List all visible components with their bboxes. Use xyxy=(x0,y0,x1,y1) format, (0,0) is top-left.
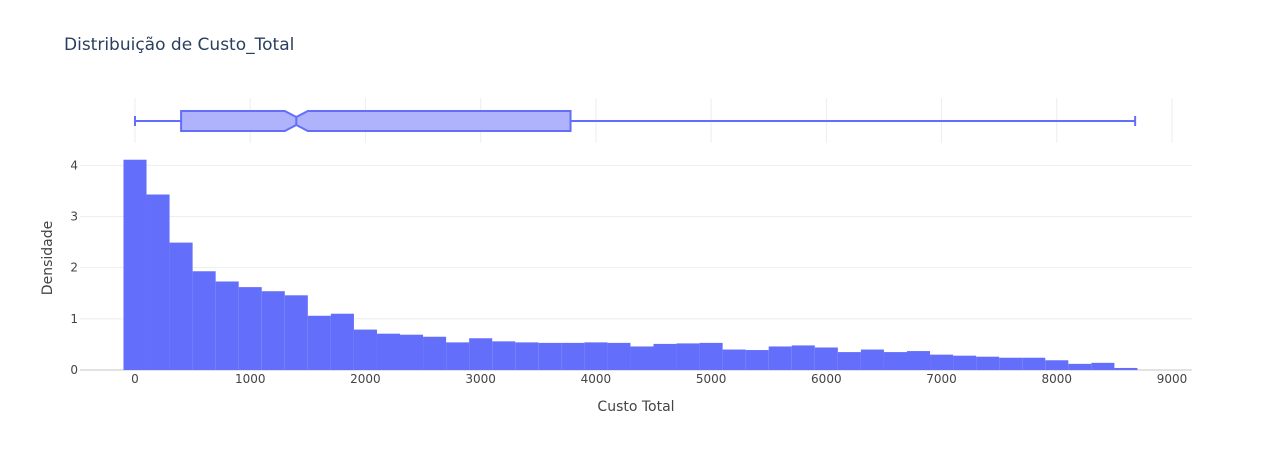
box-body xyxy=(180,110,572,132)
histogram-bar xyxy=(561,342,585,370)
y-tick-label: 2 xyxy=(70,261,78,275)
histogram-bar xyxy=(676,343,700,370)
histogram-bar xyxy=(215,281,239,370)
histogram-bar xyxy=(791,345,815,370)
boxplot xyxy=(134,110,1137,132)
x-tick-label: 4000 xyxy=(581,372,612,386)
y-tick-label: 0 xyxy=(70,363,78,377)
x-tick-label: 7000 xyxy=(926,372,957,386)
x-tick-label: 1000 xyxy=(235,372,266,386)
histogram-bar xyxy=(1068,363,1092,370)
y-axis-label: Densidade xyxy=(40,221,56,295)
histogram-bar xyxy=(930,354,954,370)
tick-labels: 0 1000 2000 3000 4000 5000 6000 7000 8000 9000 0 1 2… xyxy=(70,158,1187,386)
histogram-bar xyxy=(538,342,562,370)
histogram-bar xyxy=(353,329,377,370)
histogram-bar xyxy=(906,351,931,370)
x-tick-label: 9000 xyxy=(1157,372,1188,386)
histogram-bar xyxy=(423,336,447,370)
histogram-bar xyxy=(492,341,516,370)
x-axis-label: Custo Total xyxy=(597,399,674,415)
histogram-bar xyxy=(768,346,792,370)
histogram-bar xyxy=(976,356,1000,370)
histogram-bar xyxy=(837,352,861,370)
histogram-bar xyxy=(330,313,354,370)
histogram-bar xyxy=(584,342,608,370)
histogram-bar xyxy=(123,159,147,370)
histogram-bar xyxy=(469,338,493,370)
chart-title: Distribuição de Custo_Total xyxy=(64,35,294,55)
x-tick-label: 2000 xyxy=(350,372,381,386)
histogram-bar xyxy=(192,271,216,370)
histogram-bar xyxy=(400,334,424,370)
histogram-bar xyxy=(284,295,308,370)
histogram-bar xyxy=(515,342,539,370)
x-tick-label: 8000 xyxy=(1042,372,1073,386)
histogram-bar xyxy=(376,333,401,370)
x-tick-label: 3000 xyxy=(465,372,496,386)
histogram-bar xyxy=(653,343,677,370)
histogram-bar xyxy=(953,355,977,370)
histogram-bar xyxy=(307,315,331,370)
histogram-bar xyxy=(169,242,193,370)
x-tick-label: 6000 xyxy=(811,372,842,386)
histogram-bar xyxy=(699,342,723,370)
histogram-bar xyxy=(261,291,285,370)
x-tick-label: 0 xyxy=(131,372,139,386)
y-tick-label: 1 xyxy=(70,312,78,326)
histogram-bar xyxy=(1091,362,1115,370)
histogram-bar xyxy=(814,347,838,370)
histogram-bar xyxy=(999,357,1023,370)
y-tick-label: 4 xyxy=(70,158,78,172)
histogram-bar xyxy=(722,349,746,370)
histogram-bars xyxy=(123,159,1138,370)
histogram-bar xyxy=(883,352,907,370)
histogram-bar xyxy=(1022,357,1046,370)
x-tick-label: 5000 xyxy=(696,372,727,386)
histogram-bar xyxy=(446,342,470,370)
histogram-bar xyxy=(146,194,170,370)
histogram-bar xyxy=(1114,367,1138,370)
histogram-bar xyxy=(607,342,631,370)
histogram-bar xyxy=(238,287,262,370)
histogram-bar xyxy=(860,349,884,370)
histogram-bar xyxy=(1045,360,1069,370)
histogram-bar xyxy=(745,350,769,370)
y-tick-label: 3 xyxy=(70,210,78,224)
histogram-bar xyxy=(630,346,654,370)
